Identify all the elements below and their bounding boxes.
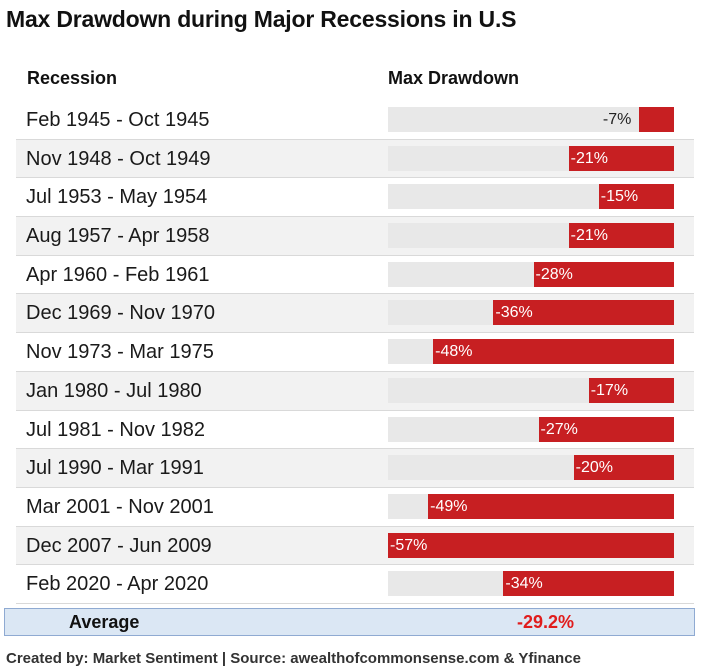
recession-period-label: Nov 1948 - Oct 1949 bbox=[26, 147, 211, 170]
recession-period-label: Feb 2020 - Apr 2020 bbox=[26, 573, 209, 596]
drawdown-bar bbox=[503, 571, 674, 597]
bar-track: -7% bbox=[388, 107, 674, 132]
bar-track: -57% bbox=[388, 532, 674, 558]
bar-track: -49% bbox=[388, 493, 674, 519]
drawdown-value-label: -21% bbox=[570, 227, 608, 245]
recession-period-label: Apr 1960 - Feb 1961 bbox=[26, 263, 210, 286]
drawdown-value-label: -48% bbox=[435, 343, 473, 361]
drawdown-bar bbox=[433, 339, 674, 365]
recession-period-label: Dec 1969 - Nov 1970 bbox=[26, 302, 216, 325]
drawdown-table: Feb 1945 - Oct 1945 -7% Nov 1948 - Oct 194… bbox=[16, 101, 694, 604]
table-row: Apr 1960 - Feb 1961 -28% bbox=[16, 256, 694, 295]
drawdown-value-label: -57% bbox=[390, 536, 428, 554]
column-header-recession: Recession bbox=[27, 68, 118, 88]
average-row: Average -29.2% bbox=[4, 608, 695, 636]
drawdown-bar bbox=[588, 377, 674, 403]
recession-period-label: Aug 1957 - Apr 1958 bbox=[26, 225, 210, 248]
drawdown-value-label: -7% bbox=[602, 111, 632, 128]
table-row: Nov 1973 - Mar 1975 -48% bbox=[16, 333, 694, 372]
recession-period-label: Jan 1980 - Jul 1980 bbox=[26, 379, 202, 402]
drawdown-value-label: -17% bbox=[590, 381, 629, 399]
drawdown-bar bbox=[538, 416, 674, 442]
chart-title: Max Drawdown during Major Recessions in … bbox=[6, 6, 517, 32]
drawdown-bar bbox=[598, 184, 674, 210]
drawdown-value-label: -34% bbox=[505, 575, 543, 593]
bar-track: -17% bbox=[388, 377, 674, 403]
drawdown-value-label: -15% bbox=[600, 188, 639, 206]
drawdown-bar bbox=[573, 455, 674, 481]
table-row: Dec 2007 - Jun 2009 -57% bbox=[16, 526, 694, 566]
bar-track: -20% bbox=[388, 455, 674, 481]
drawdown-value-label: -49% bbox=[430, 497, 468, 515]
table-row: Jul 1981 - Nov 1982 -27% bbox=[16, 411, 694, 450]
recession-period-label: Jul 1981 - Nov 1982 bbox=[26, 418, 206, 441]
bar-track: -15% bbox=[388, 184, 674, 210]
drawdown-value-label: -36% bbox=[495, 304, 533, 322]
drawdown-bar bbox=[428, 493, 674, 519]
drawdown-bar bbox=[568, 223, 674, 249]
bar-track: -21% bbox=[388, 145, 674, 171]
table-row: Feb 1945 - Oct 1945 -7% bbox=[16, 101, 694, 140]
average-label: Average bbox=[69, 612, 140, 632]
bar-track: -21% bbox=[388, 223, 674, 249]
table-row: Jul 1953 - May 1954 -15% bbox=[16, 178, 694, 218]
table-row: Mar 2001 - Nov 2001 -49% bbox=[16, 488, 694, 527]
table-row: Jan 1980 - Jul 1980 -17% bbox=[16, 371, 694, 411]
recession-period-label: Jul 1953 - May 1954 bbox=[26, 186, 208, 209]
recession-period-label: Dec 2007 - Jun 2009 bbox=[26, 534, 212, 557]
bar-track: -34% bbox=[388, 571, 674, 597]
average-value: -29.2% bbox=[517, 612, 575, 632]
table-row: Dec 1969 - Nov 1970 -36% bbox=[16, 294, 694, 334]
drawdown-value-label: -21% bbox=[570, 149, 608, 167]
drawdown-value-label: -27% bbox=[540, 420, 578, 438]
bar-track: -27% bbox=[388, 416, 674, 442]
recession-period-label: Feb 1945 - Oct 1945 bbox=[26, 109, 210, 131]
table-row: Aug 1957 - Apr 1958 -21% bbox=[16, 217, 694, 256]
recession-period-label: Nov 1973 - Mar 1975 bbox=[26, 341, 214, 364]
drawdown-bar bbox=[533, 261, 674, 287]
drawdown-bar bbox=[493, 300, 674, 326]
column-header-max-drawdown: Max Drawdown bbox=[388, 68, 520, 88]
table-row: Feb 2020 - Apr 2020 -34% bbox=[16, 565, 694, 604]
footer-credit: Created by: Market Sentiment | Source: a… bbox=[6, 650, 581, 667]
drawdown-value-label: -20% bbox=[575, 459, 613, 477]
recession-period-label: Mar 2001 - Nov 2001 bbox=[26, 495, 214, 518]
drawdown-bar bbox=[568, 145, 674, 171]
bar-track: -48% bbox=[388, 339, 674, 365]
bar-track: -36% bbox=[388, 300, 674, 326]
drawdown-bar bbox=[388, 532, 674, 558]
recession-period-label: Jul 1990 - Mar 1991 bbox=[26, 457, 204, 480]
drawdown-bar bbox=[638, 107, 674, 132]
bar-track: -28% bbox=[388, 261, 674, 287]
drawdown-value-label: -28% bbox=[535, 265, 573, 283]
table-row: Nov 1948 - Oct 1949 -21% bbox=[16, 139, 694, 179]
table-row: Jul 1990 - Mar 1991 -20% bbox=[16, 449, 694, 488]
